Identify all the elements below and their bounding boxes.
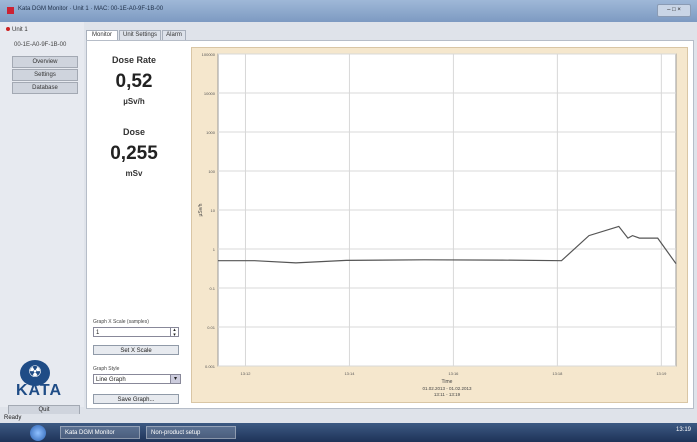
y-tick-label: 0.001 (205, 364, 216, 369)
chevron-down-icon[interactable]: ▾ (170, 375, 180, 383)
left-panel: Unit 1 00-1E-A0-9F-1B-00 Overview Settin… (0, 22, 84, 407)
dose-value: 0,255 (110, 143, 158, 164)
unit-item[interactable]: Unit 1 (6, 27, 28, 33)
x-axis-label: Time (442, 379, 453, 385)
taskbar: Kata DGM Monitor Non-product setup 13:19 (0, 423, 697, 442)
x-scale-input[interactable]: 1 ▴ ▾ (93, 327, 179, 338)
spinner-arrows-icon[interactable]: ▴ ▾ (170, 328, 178, 338)
graph-style-value: Line Graph (96, 377, 126, 383)
x-axis-subtitle: 01.02.2013 - 01.02.2013 (422, 386, 472, 391)
nav-database-button[interactable]: Database (12, 82, 78, 94)
taskbar-item[interactable]: Kata DGM Monitor (60, 426, 140, 439)
unit-mac: 00-1E-A0-9F-1B-00 (14, 42, 67, 48)
dose-unit: mSv (125, 169, 143, 178)
y-tick-label: 1 (213, 247, 216, 252)
x-tick-label: 13:19 (656, 371, 667, 376)
y-tick-label: 100 (208, 169, 215, 174)
y-tick-label: 10000 (204, 91, 216, 96)
dose-rate-series-line (218, 225, 677, 265)
x-scale-value: 1 (96, 330, 100, 336)
dose-label: Dose (122, 127, 145, 137)
unit-status-icon (6, 27, 10, 31)
x-tick-label: 13:12 (240, 371, 251, 376)
dose-rate-value: 0,52 (115, 71, 153, 92)
monitor-panel: Dose Rate 0,52 µSv/h Dose 0,255 mSv Grap… (86, 40, 694, 409)
logo-figure-icon: ☢ (20, 360, 50, 386)
status-bar: Ready (0, 414, 697, 422)
y-tick-label: 10 (211, 208, 216, 213)
graph-style-select[interactable]: Line Graph ▾ (93, 374, 181, 384)
unit-label: Unit 1 (12, 27, 28, 33)
x-tick-label: 13:16 (448, 371, 459, 376)
y-tick-label: 0.1 (209, 286, 215, 291)
x-tick-label: 13:18 (552, 371, 563, 376)
start-button[interactable] (30, 425, 46, 441)
dose-rate-label: Dose Rate (111, 55, 156, 65)
logo-text: KATA (15, 382, 63, 399)
save-graph-button[interactable]: Save Graph... (93, 394, 179, 404)
app-icon (7, 7, 14, 14)
set-x-scale-button[interactable]: Set X Scale (93, 345, 179, 355)
nav-settings-button[interactable]: Settings (12, 69, 78, 81)
x-tick-label: 13:14 (344, 371, 355, 376)
nav-overview-button[interactable]: Overview (12, 56, 78, 68)
y-tick-label: 0.01 (207, 325, 216, 330)
window-controls[interactable]: – □ × (657, 4, 691, 17)
taskbar-item[interactable]: Non-product setup (146, 426, 236, 439)
dose-rate-unit: µSv/h (123, 97, 145, 106)
y-tick-label: 100000 (202, 52, 216, 57)
x-scale-label: Graph X Scale (samples) (93, 319, 149, 325)
y-tick-label: 1000 (206, 130, 216, 135)
graph-style-label: Graph Style (93, 366, 120, 372)
kata-logo: ☢ KATA (8, 360, 70, 404)
dose-rate-chart: 0.001 0.01 0.1 1 10 100 1000 10000 100000 13:12 13… (191, 47, 688, 403)
y-axis-label: µSv/h (198, 203, 204, 216)
window-titlebar: Kata DGM Monitor · Unit 1 · MAC: 00-1E-A… (0, 0, 697, 22)
chart-svg: 0.001 0.01 0.1 1 10 100 1000 10000 100000 13:12 13… (198, 52, 677, 397)
x-axis-subtitle-time: 13:11 - 13:19 (434, 392, 461, 397)
taskbar-clock: 13:19 (675, 427, 691, 433)
window-title: Kata DGM Monitor · Unit 1 · MAC: 00-1E-A… (18, 6, 164, 12)
